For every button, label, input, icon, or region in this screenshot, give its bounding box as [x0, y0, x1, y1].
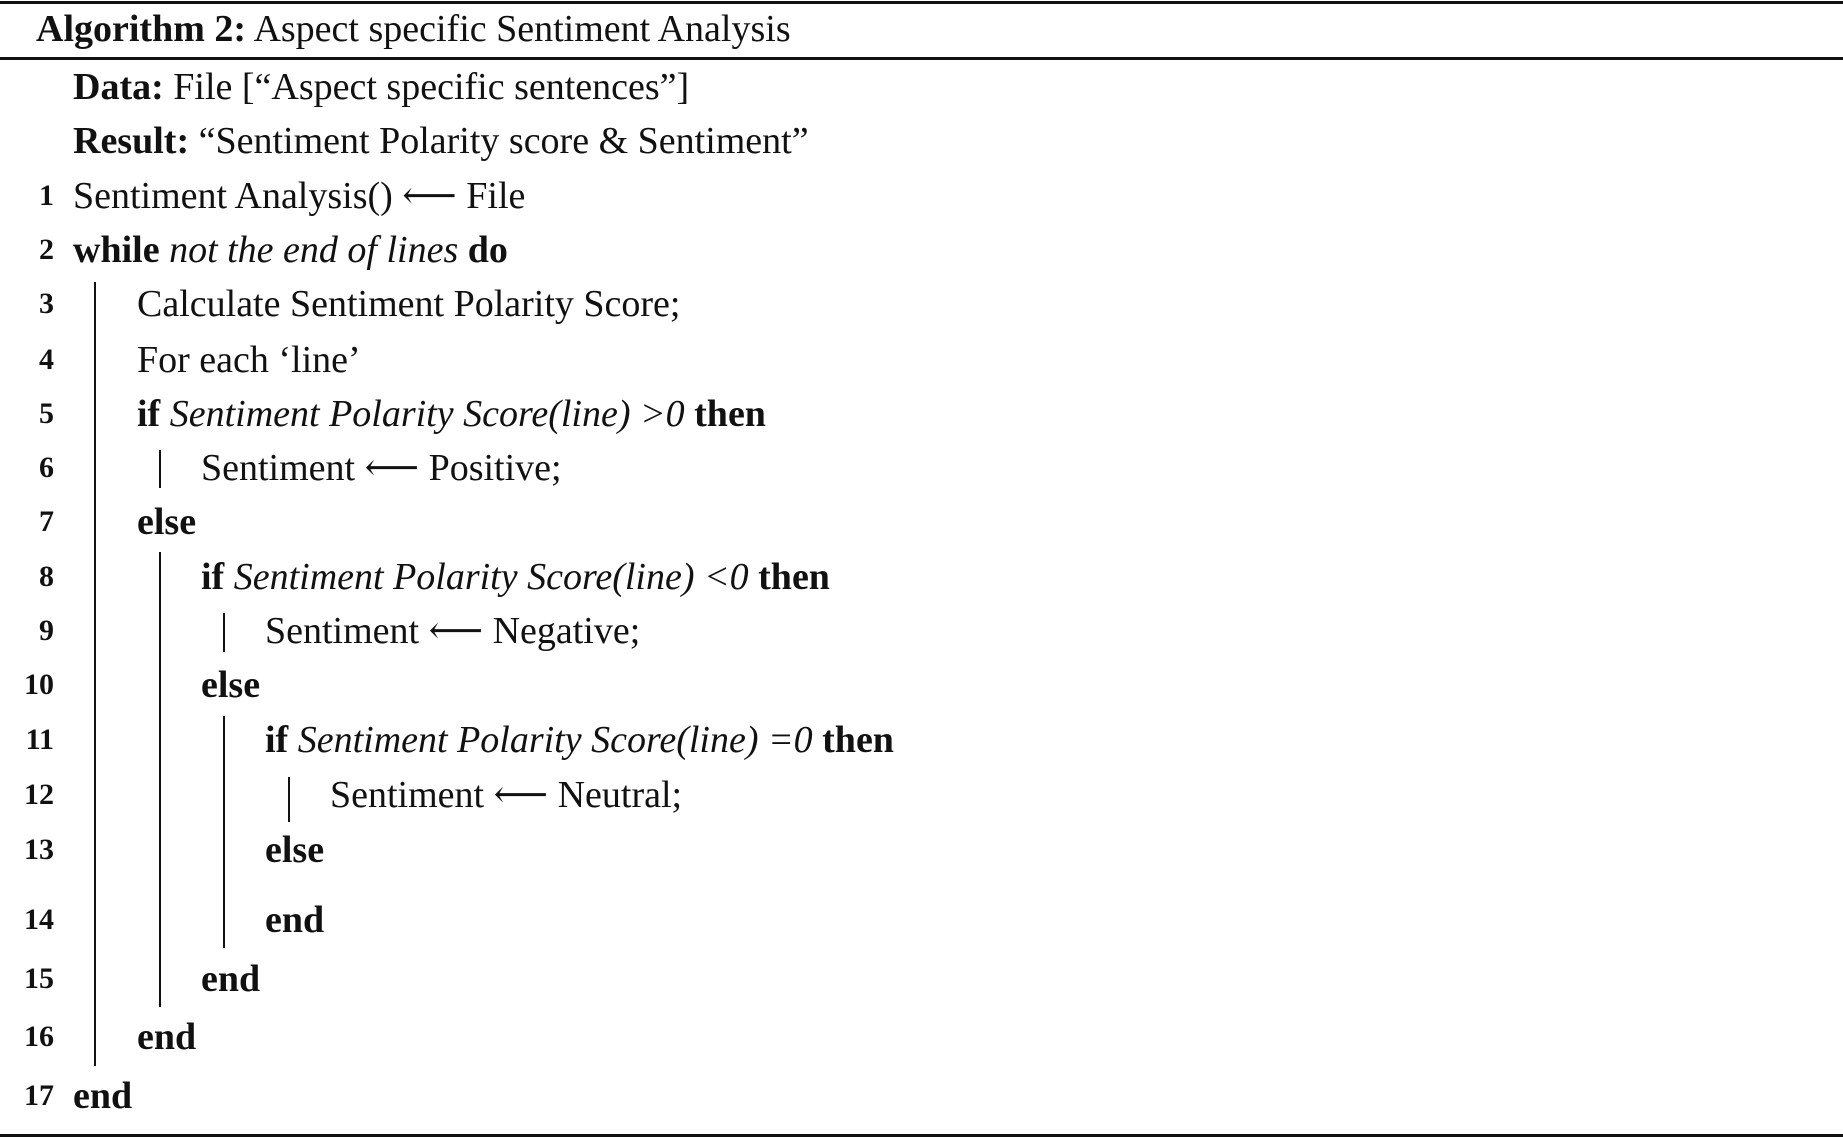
- line-number: 8: [39, 560, 54, 593]
- line-number: 16: [24, 1020, 54, 1053]
- block-indent-bar: [223, 613, 225, 652]
- row-text: Result: “Sentiment Polarity score & Sent…: [73, 118, 809, 164]
- keyword: end: [73, 1075, 133, 1117]
- line-text: Sentiment Analysis() ⟵ File: [73, 173, 525, 219]
- algorithm-line: 8 if Sentiment Polarity Score(line) <0 th…: [0, 554, 1843, 600]
- block-indent-bar: [159, 552, 161, 1007]
- line-number: 6: [39, 451, 54, 484]
- statement-text: Sentiment ⟵ Negative;: [265, 610, 641, 652]
- block-indent-bar: [223, 716, 225, 948]
- line-number: 3: [39, 287, 54, 320]
- algorithm-line: 2 while not the end of lines do: [0, 227, 1843, 273]
- keyword: end: [137, 1016, 197, 1058]
- line-number: 14: [24, 903, 54, 936]
- line-number: 13: [24, 833, 54, 866]
- keyword: then: [822, 719, 894, 761]
- line-number: 10: [24, 668, 54, 701]
- line-number: 9: [39, 614, 54, 647]
- line-text: end: [265, 897, 324, 943]
- keyword: if: [201, 556, 225, 598]
- line-text: Sentiment ⟵ Positive;: [201, 445, 562, 491]
- algorithm-line: 14 end: [0, 897, 1843, 943]
- caption-rule: [0, 57, 1843, 60]
- algorithm-line: 15 end: [0, 956, 1843, 1002]
- result-row: Result: “Sentiment Polarity score & Sent…: [0, 118, 1843, 164]
- algorithm-line: 7 else: [0, 499, 1843, 545]
- statement-text: For each ‘line’: [137, 339, 361, 381]
- algorithm-line: 12 Sentiment ⟵ Neutral;: [0, 772, 1843, 818]
- statement-text: File [“Aspect specific sentences”]: [163, 66, 690, 108]
- keyword: else: [137, 501, 197, 543]
- line-number: 17: [24, 1079, 54, 1112]
- line-number: 2: [39, 233, 54, 266]
- keyword: Result:: [73, 120, 190, 162]
- row-text: Data: File [“Aspect specific sentences”]: [73, 64, 689, 110]
- caption-title: Aspect specific Sentiment Analysis: [253, 8, 791, 50]
- line-number: 15: [24, 962, 54, 995]
- line-number: 7: [39, 505, 54, 538]
- condition-text: Sentiment Polarity Score(line) =0: [288, 719, 823, 761]
- line-text: else: [265, 827, 324, 873]
- algorithm-line: 6 Sentiment ⟵ Positive;: [0, 445, 1843, 491]
- algorithm-line: 10 else: [0, 662, 1843, 708]
- line-text: end: [73, 1073, 132, 1119]
- line-number: 5: [39, 397, 54, 430]
- block-indent-bar: [94, 282, 96, 1066]
- line-text: Calculate Sentiment Polarity Score;: [137, 281, 681, 327]
- caption-label: Algorithm 2:: [36, 8, 247, 50]
- line-text: while not the end of lines do: [73, 227, 508, 273]
- statement-text: Sentiment Analysis() ⟵ File: [73, 175, 526, 217]
- algorithm-line: 11 if Sentiment Polarity Score(line) =0 t…: [0, 717, 1843, 763]
- keyword: then: [694, 393, 766, 435]
- bottom-rule: [0, 1134, 1843, 1137]
- line-text: if Sentiment Polarity Score(line) >0 the…: [137, 391, 766, 437]
- keyword: Data:: [73, 66, 164, 108]
- algorithm-line: 13 else: [0, 827, 1843, 873]
- keyword: else: [201, 664, 261, 706]
- line-text: Sentiment ⟵ Neutral;: [330, 772, 682, 818]
- keyword: while: [73, 229, 160, 271]
- algorithm-line: 4 For each ‘line’: [0, 337, 1843, 383]
- statement-text: Calculate Sentiment Polarity Score;: [137, 283, 681, 325]
- algorithm-line: 9 Sentiment ⟵ Negative;: [0, 608, 1843, 654]
- algorithm-line: 17 end: [0, 1073, 1843, 1119]
- algorithm-line: 1 Sentiment Analysis() ⟵ File: [0, 173, 1843, 219]
- line-number: 4: [39, 343, 54, 376]
- line-text: end: [201, 956, 260, 1002]
- condition-text: Sentiment Polarity Score(line) >0: [160, 393, 695, 435]
- keyword: if: [265, 719, 289, 761]
- algorithm-caption: Algorithm 2: Aspect specific Sentiment A…: [0, 6, 1843, 52]
- data-row: Data: File [“Aspect specific sentences”]: [0, 64, 1843, 110]
- line-text: else: [201, 662, 260, 708]
- algorithm-line: 16 end: [0, 1014, 1843, 1060]
- keyword: then: [758, 556, 830, 598]
- top-rule: [0, 1, 1843, 4]
- line-text: if Sentiment Polarity Score(line) =0 the…: [265, 717, 894, 763]
- keyword: else: [265, 829, 325, 871]
- condition-text: not the end of lines: [159, 229, 468, 271]
- keyword: do: [467, 229, 508, 271]
- algorithm-line: 5 if Sentiment Polarity Score(line) >0 th…: [0, 391, 1843, 437]
- line-text: end: [137, 1014, 196, 1060]
- line-text: if Sentiment Polarity Score(line) <0 the…: [201, 554, 830, 600]
- line-text: else: [137, 499, 196, 545]
- statement-text: Sentiment ⟵ Positive;: [201, 447, 562, 489]
- keyword: end: [265, 899, 325, 941]
- block-indent-bar: [159, 450, 161, 488]
- line-number: 1: [39, 179, 54, 212]
- algorithm-line: 3 Calculate Sentiment Polarity Score;: [0, 281, 1843, 327]
- statement-text: Sentiment ⟵ Neutral;: [330, 774, 683, 816]
- line-text: Sentiment ⟵ Negative;: [265, 608, 640, 654]
- condition-text: Sentiment Polarity Score(line) <0: [224, 556, 759, 598]
- line-number: 12: [24, 778, 54, 811]
- keyword: end: [201, 958, 261, 1000]
- statement-text: “Sentiment Polarity score & Sentiment”: [189, 120, 809, 162]
- block-indent-bar: [288, 777, 290, 822]
- line-number: 11: [25, 723, 54, 756]
- keyword: if: [137, 393, 161, 435]
- line-text: For each ‘line’: [137, 337, 361, 383]
